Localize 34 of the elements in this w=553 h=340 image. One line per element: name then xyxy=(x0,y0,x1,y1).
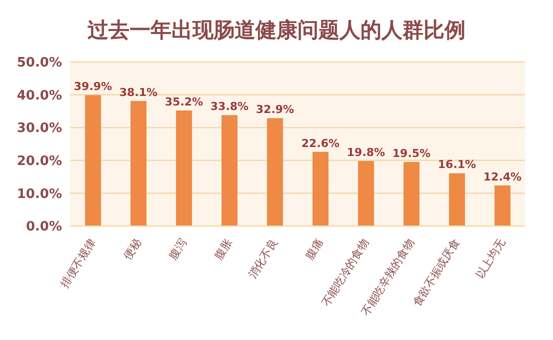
y-tick-label: 20.0% xyxy=(16,154,62,170)
bar xyxy=(312,152,328,226)
x-tick-label: 以上均无 xyxy=(473,236,508,281)
data-label: 12.4% xyxy=(483,170,522,184)
x-tick-label: 腹痛 xyxy=(303,236,326,262)
y-tick-label: 30.0% xyxy=(16,121,62,136)
chart-title: 过去一年出现肠道健康问题人的人群比例 xyxy=(86,17,466,44)
x-tick-label: 腹泻 xyxy=(166,236,190,262)
x-tick-label: 腹胀 xyxy=(212,236,235,262)
bar xyxy=(358,161,374,226)
data-label: 32.9% xyxy=(256,103,294,116)
data-label: 16.1% xyxy=(438,158,476,172)
y-tick-label: 50.0% xyxy=(16,56,62,71)
bar xyxy=(404,162,420,226)
bar xyxy=(130,101,146,226)
y-tick-label: 10.0% xyxy=(16,186,62,202)
bar xyxy=(449,173,465,226)
bar xyxy=(222,115,238,226)
bar xyxy=(85,95,101,226)
data-label: 39.9% xyxy=(74,80,112,94)
x-tick-label: 消化不良 xyxy=(246,236,280,281)
data-label: 19.5% xyxy=(392,147,431,160)
y-tick-label: 0.0% xyxy=(26,220,62,235)
bar xyxy=(176,110,192,226)
data-label: 19.8% xyxy=(346,146,386,160)
bar xyxy=(494,185,510,226)
x-tick-label: 便秘 xyxy=(121,236,144,262)
bar xyxy=(267,118,283,226)
x-tick-label: 排便不规律 xyxy=(58,236,98,290)
data-label: 35.2% xyxy=(164,96,204,109)
y-tick-label: 40.0% xyxy=(16,88,62,104)
data-label: 38.1% xyxy=(119,86,158,100)
data-label: 33.8% xyxy=(210,100,249,114)
data-label: 22.6% xyxy=(301,136,340,150)
